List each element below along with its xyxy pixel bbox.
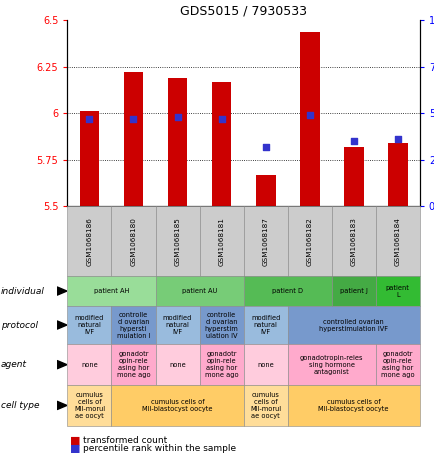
Text: GSM1068187: GSM1068187 <box>262 217 268 265</box>
Point <box>306 111 312 119</box>
Text: none: none <box>256 361 273 368</box>
Point <box>393 135 400 143</box>
Text: modified
natural
IVF: modified natural IVF <box>75 315 104 335</box>
Text: none: none <box>169 361 185 368</box>
Text: cell type: cell type <box>1 401 39 410</box>
Text: gonadotr
opin-rele
asing hor
mone ago: gonadotr opin-rele asing hor mone ago <box>204 351 238 378</box>
Text: percentile rank within the sample: percentile rank within the sample <box>82 444 235 453</box>
Text: cumulus cells of
MII-blastocyst oocyte: cumulus cells of MII-blastocyst oocyte <box>142 399 212 412</box>
Text: gonadotr
opin-rele
asing hor
mone ago: gonadotr opin-rele asing hor mone ago <box>116 351 150 378</box>
Bar <box>211 82 231 206</box>
Text: cumulus
cells of
MII-morul
ae oocyt: cumulus cells of MII-morul ae oocyt <box>74 392 105 419</box>
Point <box>130 115 137 122</box>
Bar <box>343 147 363 206</box>
Text: transformed count: transformed count <box>82 436 167 445</box>
Text: patient
L: patient L <box>385 284 409 298</box>
Text: patient D: patient D <box>272 288 302 294</box>
Point <box>262 143 269 150</box>
Bar <box>123 72 143 206</box>
Text: patient AU: patient AU <box>181 288 217 294</box>
Text: patient J: patient J <box>339 288 367 294</box>
Point <box>86 115 93 122</box>
Point <box>174 113 181 120</box>
Bar <box>299 32 319 206</box>
Title: GDS5015 / 7930533: GDS5015 / 7930533 <box>180 5 306 18</box>
Text: cumulus
cells of
MII-morul
ae oocyt: cumulus cells of MII-morul ae oocyt <box>250 392 280 419</box>
Text: GSM1068180: GSM1068180 <box>130 217 136 265</box>
Text: modified
natural
IVF: modified natural IVF <box>162 315 192 335</box>
Text: GSM1068186: GSM1068186 <box>86 217 92 265</box>
Text: agent: agent <box>1 360 27 369</box>
Text: none: none <box>81 361 98 368</box>
Bar <box>79 111 99 206</box>
Text: controlle
d ovarian
hyperstim
ulation IV: controlle d ovarian hyperstim ulation IV <box>204 312 238 338</box>
Polygon shape <box>57 321 67 329</box>
Bar <box>255 174 275 206</box>
Text: protocol: protocol <box>1 321 38 329</box>
Text: GSM1068182: GSM1068182 <box>306 217 312 265</box>
Point <box>349 138 356 145</box>
Text: modified
natural
IVF: modified natural IVF <box>250 315 279 335</box>
Text: individual: individual <box>1 287 45 295</box>
Text: GSM1068181: GSM1068181 <box>218 217 224 265</box>
Text: controlled ovarian
hyperstimulation IVF: controlled ovarian hyperstimulation IVF <box>319 318 387 332</box>
Polygon shape <box>57 287 67 295</box>
Text: ■: ■ <box>69 443 80 453</box>
Point <box>217 115 224 122</box>
Bar <box>387 143 407 206</box>
Polygon shape <box>57 361 67 369</box>
Text: gonadotropin-reles
sing hormone
antagonist: gonadotropin-reles sing hormone antagoni… <box>299 355 362 375</box>
Text: GSM1068185: GSM1068185 <box>174 217 180 265</box>
Text: gonadotr
opin-rele
asing hor
mone ago: gonadotr opin-rele asing hor mone ago <box>380 351 414 378</box>
Text: cumulus cells of
MII-blastocyst oocyte: cumulus cells of MII-blastocyst oocyte <box>318 399 388 412</box>
Bar <box>167 78 187 206</box>
Text: controlle
d ovarian
hypersti
mulation I: controlle d ovarian hypersti mulation I <box>116 312 150 338</box>
Text: GSM1068184: GSM1068184 <box>394 217 400 265</box>
Polygon shape <box>57 401 67 410</box>
Text: GSM1068183: GSM1068183 <box>350 217 356 265</box>
Text: patient AH: patient AH <box>94 288 129 294</box>
Text: ■: ■ <box>69 435 80 445</box>
